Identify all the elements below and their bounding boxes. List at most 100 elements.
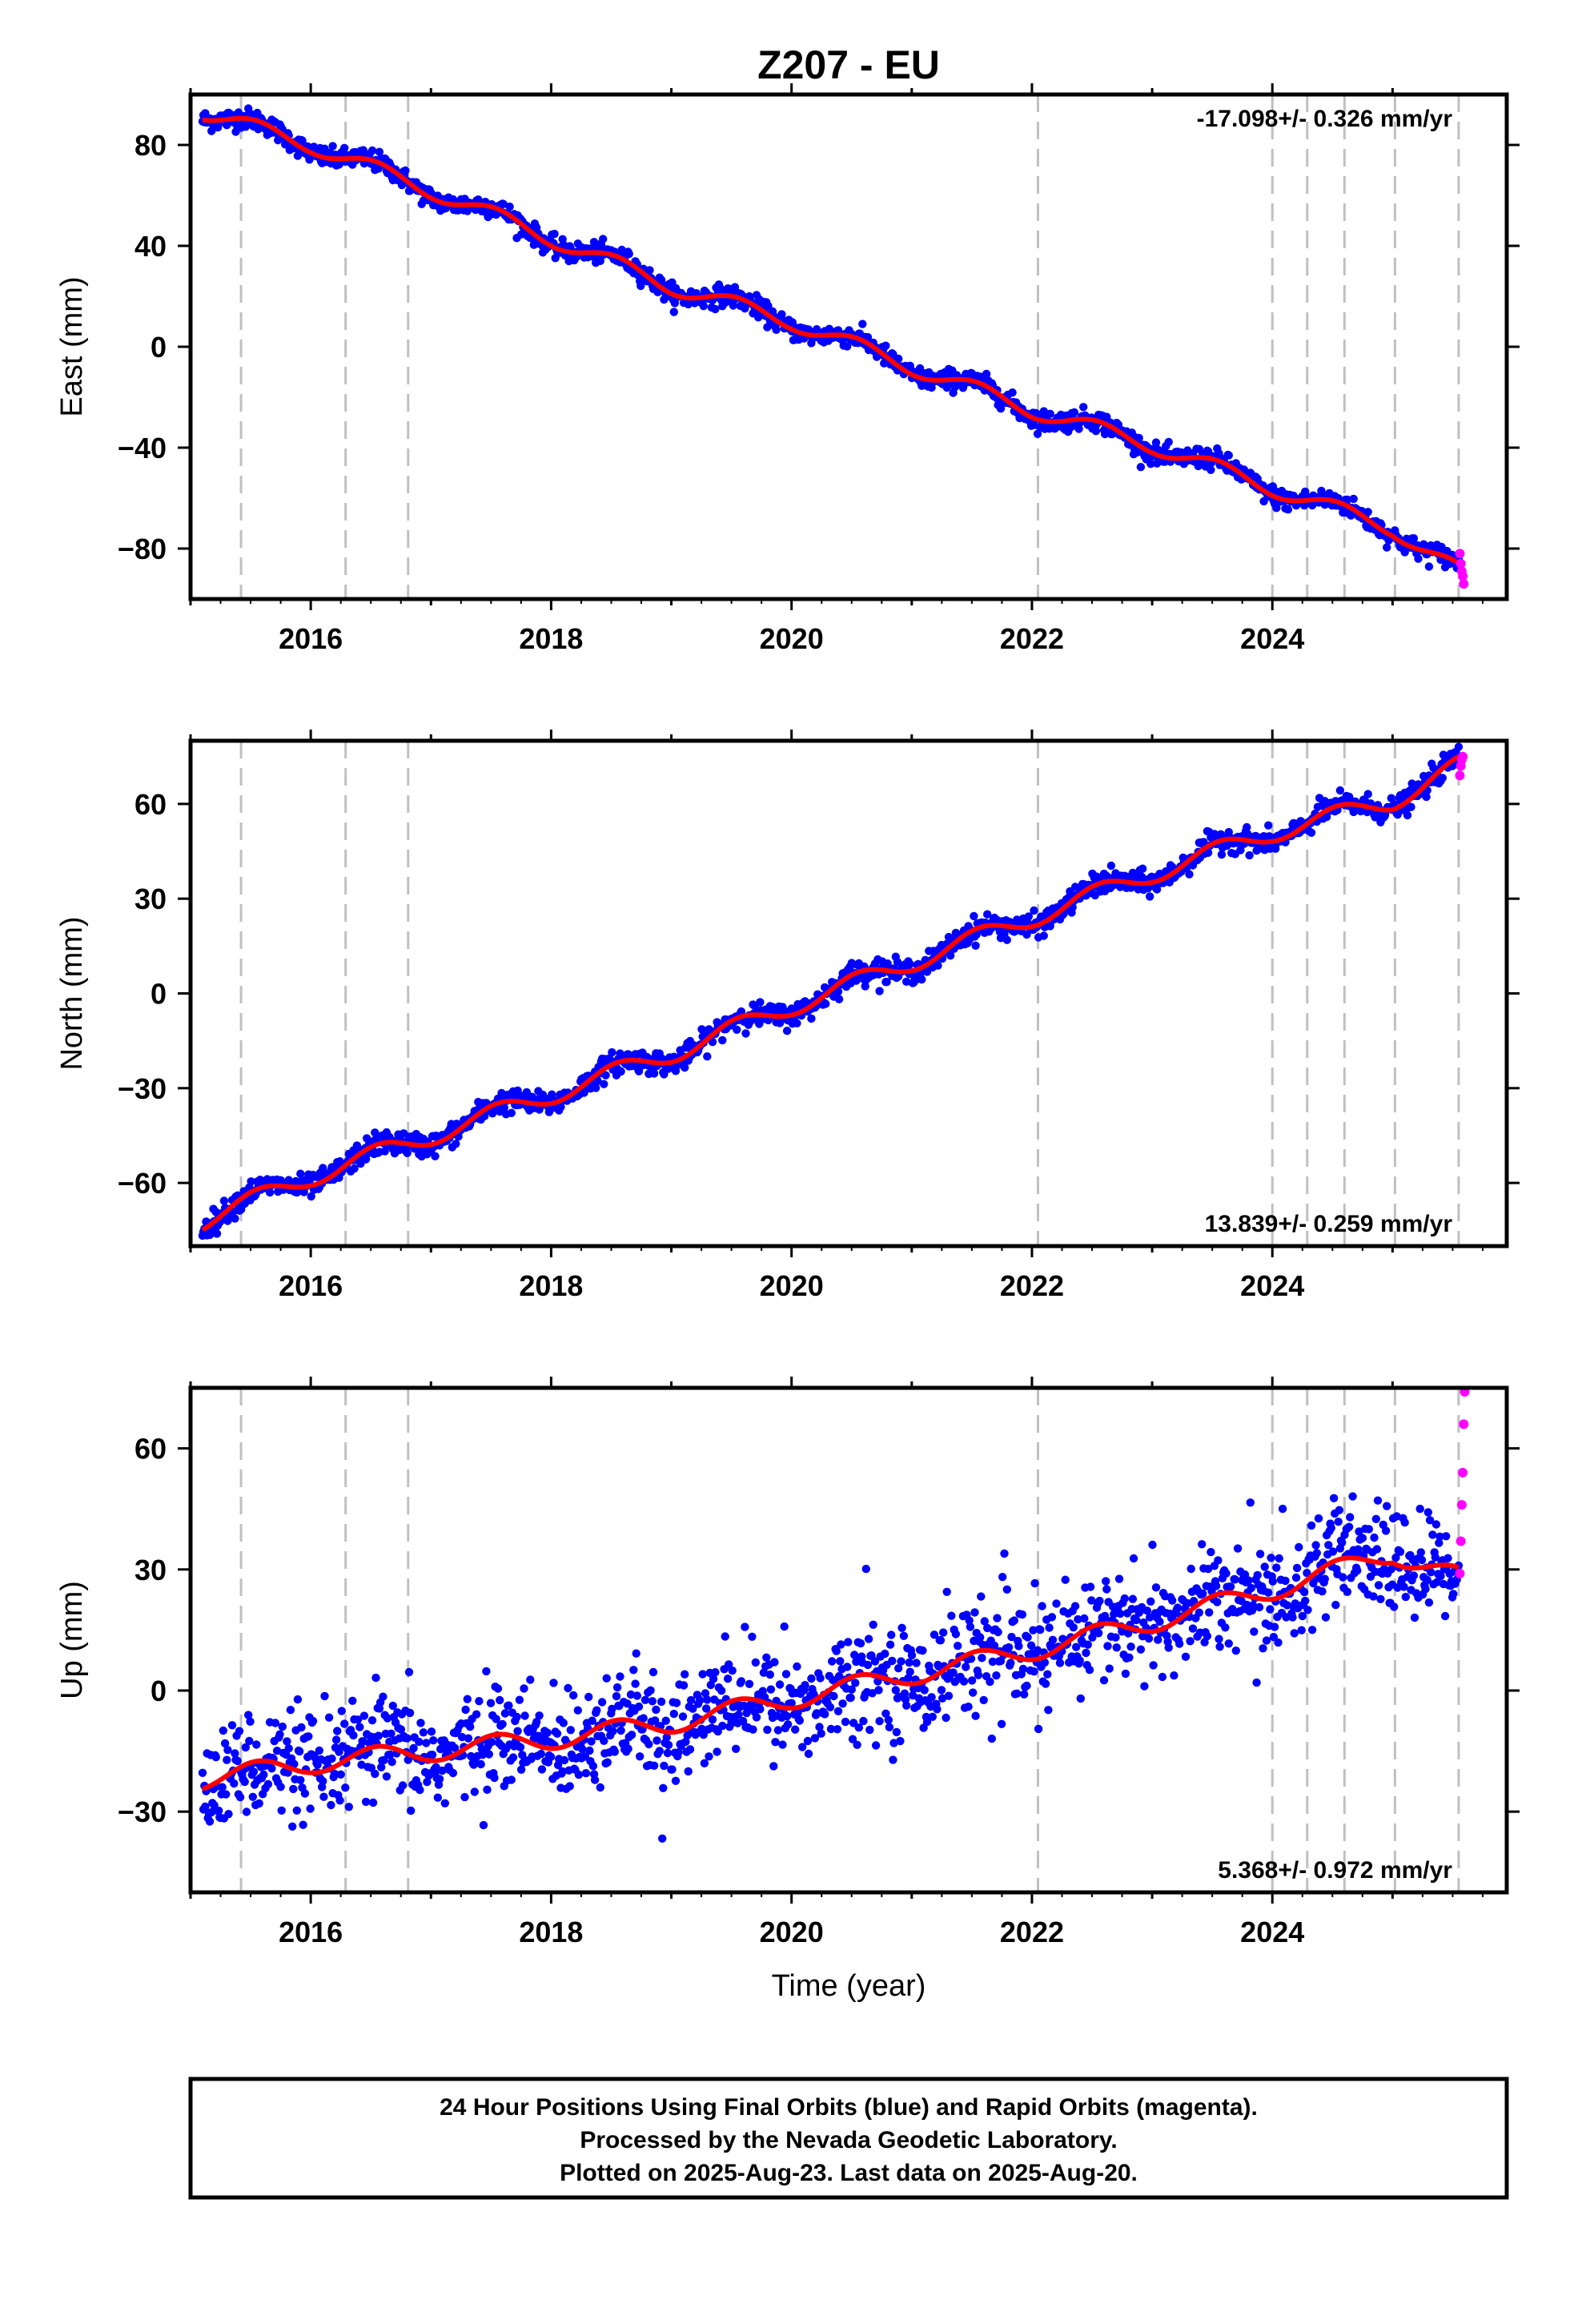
data-point (504, 1701, 513, 1710)
data-point (713, 1747, 721, 1756)
data-point (631, 1679, 640, 1688)
data-point (543, 1728, 552, 1737)
data-point (1435, 1532, 1444, 1542)
data-point (843, 1663, 852, 1671)
data-point (585, 1746, 594, 1755)
data-point (624, 1744, 632, 1753)
model-line (201, 1555, 1460, 1791)
data-point (1045, 1623, 1054, 1632)
data-point (871, 1741, 881, 1750)
data-point (276, 1783, 285, 1791)
data-point (849, 1719, 858, 1727)
data-point (593, 1076, 602, 1085)
data-point (1374, 1581, 1383, 1590)
data-point (918, 1646, 927, 1655)
data-point (894, 354, 903, 364)
data-point (1236, 846, 1245, 854)
data-point (537, 1765, 547, 1774)
data-point (766, 1685, 776, 1694)
data-point (939, 1628, 948, 1637)
data-point (1423, 1575, 1431, 1585)
data-point (944, 1691, 954, 1700)
data-point (245, 1736, 254, 1746)
data-point (1112, 1643, 1121, 1652)
data-point (1267, 1554, 1275, 1562)
data-point (1136, 1645, 1146, 1654)
data-point (1018, 1610, 1027, 1619)
data-point (1129, 1554, 1138, 1563)
data-point (1248, 1601, 1258, 1610)
rapid-point (1456, 1500, 1467, 1510)
data-point (429, 1736, 438, 1745)
plot-content (198, 1388, 1470, 1892)
data-point (994, 1627, 1002, 1637)
data-point (1260, 1562, 1269, 1571)
data-point (678, 1712, 688, 1721)
y-tick-label: 40 (135, 230, 167, 263)
rapid-point (1458, 751, 1468, 762)
data-point (850, 1651, 859, 1659)
data-point (681, 1737, 690, 1747)
data-point (324, 1713, 334, 1722)
data-point (396, 1725, 406, 1734)
data-point (668, 1765, 677, 1774)
data-point (681, 1670, 689, 1679)
data-point (934, 961, 942, 970)
data-point (1188, 1624, 1198, 1633)
data-point (1213, 1598, 1222, 1606)
data-point (382, 1772, 391, 1781)
data-point (1099, 1676, 1109, 1685)
data-point (1307, 1521, 1316, 1530)
data-point (1303, 1569, 1311, 1578)
data-point (499, 199, 508, 208)
data-point (881, 341, 890, 350)
x-tick-label: 2016 (279, 1269, 343, 1302)
data-point (740, 1701, 749, 1711)
data-point (833, 1725, 842, 1734)
data-point (1087, 1596, 1096, 1605)
data-point (888, 1656, 897, 1666)
data-point (222, 1790, 231, 1799)
data-point (1047, 1613, 1057, 1622)
data-point (1102, 1585, 1111, 1594)
data-point (581, 1769, 591, 1778)
data-point (1125, 1653, 1134, 1662)
data-point (1421, 1585, 1430, 1594)
data-point (1363, 508, 1372, 517)
data-point (1074, 1614, 1082, 1624)
data-point (1358, 1534, 1367, 1542)
data-point (1121, 1669, 1130, 1679)
data-point (1146, 1597, 1155, 1606)
data-point (798, 1743, 807, 1751)
data-point (1120, 1594, 1130, 1603)
data-point (407, 1806, 416, 1815)
data-point (832, 1647, 841, 1655)
data-point (1250, 1627, 1259, 1636)
data-point (1324, 1541, 1333, 1550)
data-point (246, 1717, 255, 1726)
data-point (804, 1749, 813, 1759)
data-point (864, 1634, 873, 1643)
data-point (288, 1822, 297, 1831)
data-point (1136, 463, 1146, 472)
data-point (646, 1686, 655, 1695)
data-point (1301, 487, 1310, 497)
data-point (640, 1695, 650, 1704)
data-point (947, 1611, 956, 1620)
data-point (807, 1674, 816, 1683)
data-point (1264, 821, 1273, 830)
data-point (1175, 1639, 1184, 1648)
data-point (231, 1749, 239, 1758)
data-point (371, 1769, 379, 1779)
data-point (1030, 906, 1038, 915)
data-point (299, 1820, 307, 1829)
data-point (341, 1783, 350, 1792)
data-point (375, 147, 384, 156)
data-point (807, 1014, 816, 1023)
data-point (1417, 1555, 1427, 1565)
data-point (1339, 1573, 1347, 1582)
x-tick-label: 2024 (1240, 1269, 1304, 1302)
data-point (1327, 1523, 1335, 1533)
data-point (702, 1704, 711, 1713)
data-point (330, 1769, 339, 1779)
